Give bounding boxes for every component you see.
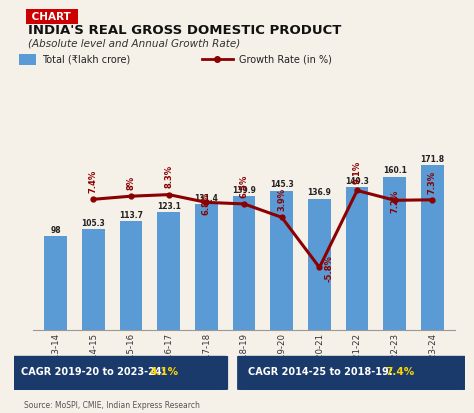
- Text: CHART: CHART: [28, 12, 75, 21]
- Bar: [271, 191, 293, 330]
- Text: Total (₹lakh crore): Total (₹lakh crore): [42, 54, 130, 64]
- Bar: [308, 199, 331, 330]
- Text: 9.1%: 9.1%: [353, 161, 362, 184]
- Bar: [82, 229, 105, 330]
- Bar: [421, 165, 444, 330]
- Text: INDIA'S REAL GROSS DOMESTIC PRODUCT: INDIA'S REAL GROSS DOMESTIC PRODUCT: [28, 24, 342, 37]
- Text: 98: 98: [50, 226, 61, 235]
- Text: 6.5%: 6.5%: [240, 174, 248, 198]
- Text: 131.4: 131.4: [194, 194, 219, 203]
- Text: Source: MoSPI, CMIE, Indian Express Research: Source: MoSPI, CMIE, Indian Express Rese…: [24, 401, 200, 411]
- Text: 160.1: 160.1: [383, 166, 407, 175]
- FancyBboxPatch shape: [9, 356, 228, 390]
- Text: CAGR 2019-20 to 2023-24:: CAGR 2019-20 to 2023-24:: [21, 367, 169, 377]
- Text: 149.3: 149.3: [345, 177, 369, 185]
- Bar: [157, 212, 180, 330]
- Text: 105.3: 105.3: [82, 219, 105, 228]
- Bar: [346, 187, 368, 330]
- Bar: [383, 177, 406, 330]
- Text: 7.2%: 7.2%: [390, 190, 399, 213]
- Bar: [233, 196, 255, 330]
- Bar: [19, 54, 36, 64]
- FancyBboxPatch shape: [237, 356, 467, 390]
- Text: 8.3%: 8.3%: [164, 165, 173, 188]
- Text: 136.9: 136.9: [308, 188, 331, 197]
- Text: 8%: 8%: [127, 176, 136, 190]
- Text: 7.4%: 7.4%: [386, 367, 415, 377]
- Text: Growth Rate (in %): Growth Rate (in %): [239, 54, 332, 64]
- Text: -5.8%: -5.8%: [324, 255, 333, 282]
- Bar: [120, 221, 142, 330]
- Text: (Absolute level and Annual Growth Rate): (Absolute level and Annual Growth Rate): [28, 39, 241, 49]
- Text: 171.8: 171.8: [420, 155, 445, 164]
- Bar: [45, 236, 67, 330]
- Text: 123.1: 123.1: [157, 202, 181, 211]
- Text: CAGR 2014-25 to 2018-19:: CAGR 2014-25 to 2018-19:: [248, 367, 396, 377]
- Text: 7.3%: 7.3%: [428, 171, 437, 194]
- Text: 139.9: 139.9: [232, 185, 256, 195]
- Text: 6.8%: 6.8%: [202, 192, 211, 215]
- Bar: [195, 204, 218, 330]
- Text: 4.1%: 4.1%: [149, 367, 178, 377]
- Text: 3.9%: 3.9%: [277, 188, 286, 211]
- Text: 113.7: 113.7: [119, 211, 143, 220]
- Text: 7.4%: 7.4%: [89, 170, 98, 193]
- Text: 145.3: 145.3: [270, 180, 294, 190]
